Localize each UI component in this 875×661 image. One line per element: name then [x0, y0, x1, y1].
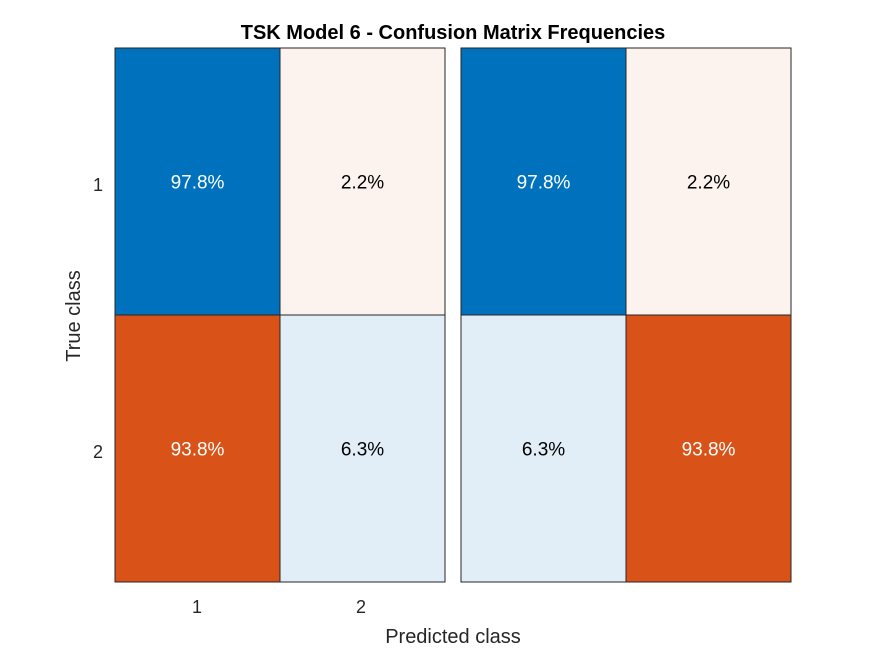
matrix-cell-p1-r2-c1	[114, 314, 281, 583]
matrix-panels: 97.8% 2.2% 93.8% 6.3% 97.8% 2.2% 6.3% 93.8%	[114, 47, 792, 583]
chart-title: TSK Model 6 - Confusion Matrix Frequenci…	[241, 22, 666, 44]
y-tick-label-2: 2	[93, 442, 103, 462]
cell-value-label: 6.3%	[341, 440, 384, 461]
matrix-cell-p1-r1-c1	[114, 47, 281, 316]
cell-value-label: 97.8%	[517, 173, 571, 194]
cell-value-label: 93.8%	[171, 440, 225, 461]
y-tick-label-1: 1	[93, 175, 103, 195]
matrix-cell-p2-r1-c2	[625, 47, 792, 316]
x-tick-label-2: 2	[356, 597, 366, 617]
cell-value-label: 6.3%	[522, 440, 565, 461]
panel-border	[460, 47, 792, 583]
matrix-cell-p2-r2-c2	[625, 314, 792, 583]
x-tick-label-1: 1	[192, 597, 202, 617]
y-axis-label: True class	[63, 270, 85, 362]
cell-value-label: 93.8%	[682, 440, 736, 461]
x-axis-label: Predicted class	[385, 626, 521, 648]
cell-value-label: 2.2%	[341, 173, 384, 194]
panel-border	[114, 47, 446, 583]
cell-value-label: 97.8%	[171, 173, 225, 194]
matrix-cell-p1-r1-c2	[279, 47, 446, 316]
matrix-cell-p1-r2-c2	[279, 314, 446, 583]
cell-value-label: 2.2%	[687, 173, 730, 194]
